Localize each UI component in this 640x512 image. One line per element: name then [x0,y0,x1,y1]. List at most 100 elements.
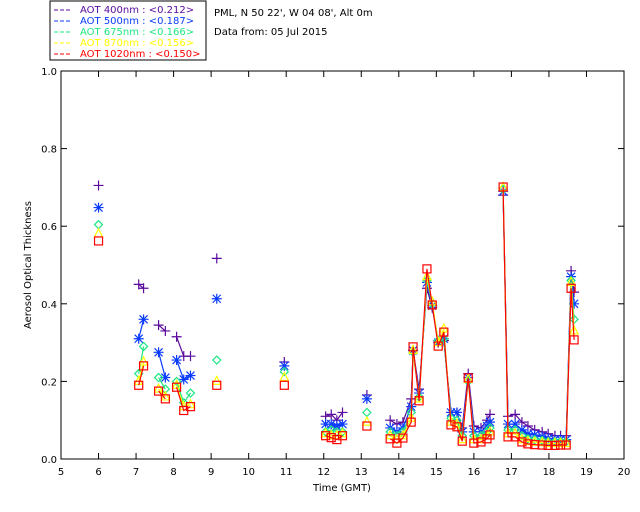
asterisk-marker [331,421,342,432]
square-marker [362,421,372,431]
square-marker [279,380,289,390]
asterisk-marker [185,370,196,381]
y-tick-label: 0.0 [41,455,57,466]
triangle-marker [93,227,104,238]
diamond-marker [138,341,149,352]
asterisk-marker [153,347,164,358]
diamond-marker [529,434,540,445]
legend-entry: AOT 870nm : <0.156> [80,38,194,49]
square-marker [457,436,467,446]
x-tick-label: 15 [430,467,443,478]
y-tick-label: 1.0 [41,67,57,78]
square-marker [555,440,566,450]
square-marker [517,437,527,447]
asterisk-marker [138,314,149,325]
plus-marker [337,407,348,418]
square-marker [93,236,104,246]
asterisk-marker [482,421,493,432]
legend-entry: AOT 500nm : <0.187> [80,16,194,27]
asterisk-marker [569,298,580,309]
x-tick-label: 9 [208,467,214,478]
x-tick-label: 19 [580,467,593,478]
triangle-marker [279,371,290,382]
location-label: PML, N 50 22', W 04 08', Alt 0m [214,8,373,19]
series-line [138,319,145,339]
series-line [502,191,575,441]
asterisk-marker [279,360,290,371]
square-marker [134,380,144,390]
square-marker [510,432,520,442]
square-marker [476,437,486,447]
square-marker [185,402,196,412]
square-marker [422,264,432,274]
x-tick-label: 14 [392,467,405,478]
series-line [158,388,166,398]
y-tick-label: 0.2 [41,377,57,388]
triangle-marker [211,375,222,385]
plus-marker [510,409,521,420]
square-marker [172,382,182,392]
square-marker [446,420,456,430]
date-label: Data from: 05 Jul 2015 [214,27,327,38]
triangle-marker [516,433,527,444]
plus-marker [171,331,182,342]
asterisk-marker [516,424,527,435]
diamond-marker [93,219,104,230]
series-line [158,352,166,378]
x-tick-label: 5 [58,467,64,478]
asterisk-marker [178,374,189,385]
legend-entry: AOT 675nm : <0.166> [80,27,194,38]
asterisk-marker [485,417,496,428]
diamond-marker [153,372,164,383]
square-marker [537,440,547,450]
asterisk-marker [211,293,222,304]
square-marker [566,283,576,293]
series-line [138,283,144,289]
series-line [389,282,491,433]
x-tick-label: 13 [355,467,368,478]
asterisk-marker [337,419,348,430]
square-marker [406,417,416,427]
series-line [138,365,145,386]
diamond-marker [211,355,222,365]
x-tick-label: 20 [618,467,631,478]
x-tick-label: 6 [95,467,101,478]
square-marker [326,433,336,443]
square-marker [414,396,424,406]
triangle-marker [185,398,196,409]
square-marker [550,440,560,451]
x-tick-label: 17 [505,467,518,478]
triangle-marker [414,392,425,403]
diamond-marker [185,388,196,398]
series-line [325,435,343,441]
triangle-marker [529,435,540,446]
plus-marker [185,351,196,362]
square-marker [523,439,533,449]
square-marker [212,380,222,390]
legend-entry: AOT 400nm : <0.212> [80,5,194,16]
square-marker [452,422,462,432]
x-tick-label: 8 [170,467,176,478]
series-line [502,195,575,437]
asterisk-marker [361,393,372,404]
square-marker [561,440,571,450]
series-line [502,186,575,446]
square-marker [469,438,479,448]
x-axis-label: Time (GMT) [312,483,371,494]
x-tick-label: 18 [543,467,556,478]
series-line [389,288,491,429]
series-line [389,280,491,437]
plus-marker [160,325,171,336]
plus-marker [211,253,222,264]
asterisk-marker [171,355,182,366]
square-marker [153,386,164,396]
series-0 [93,180,580,441]
plus-marker [153,320,164,331]
plot-frame [60,70,625,460]
y-tick-label: 0.8 [41,145,57,156]
x-tick-label: 12 [317,467,330,478]
triangle-marker [320,427,331,438]
triangle-marker [566,276,577,287]
square-marker [569,335,579,345]
square-marker [398,433,408,443]
